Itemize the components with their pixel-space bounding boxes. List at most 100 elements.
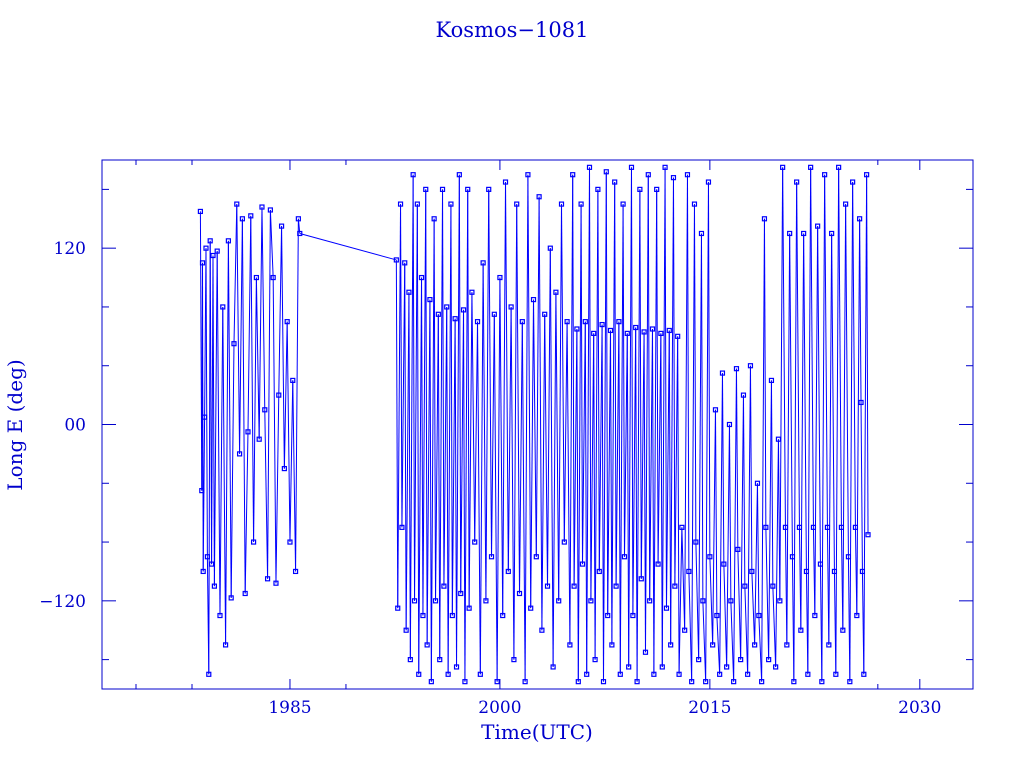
data-point (530, 296, 537, 303)
series-segment (435, 314, 439, 601)
data-point (787, 230, 793, 237)
series-segment (458, 174, 462, 594)
data-point (815, 223, 821, 229)
data-point (201, 414, 208, 420)
data-series (197, 164, 871, 685)
data-point (845, 554, 852, 560)
data-point (402, 260, 408, 266)
series-segment (213, 251, 218, 587)
series-segment (656, 189, 659, 565)
data-point (749, 568, 755, 575)
series-segment (622, 204, 625, 557)
series-segment (744, 586, 749, 675)
data-point (647, 598, 653, 604)
series-segment (660, 333, 663, 667)
data-point (207, 238, 213, 244)
series-segment (401, 262, 406, 528)
data-point (435, 311, 441, 317)
data-point (582, 319, 588, 325)
series-segment (395, 259, 399, 609)
series-segment (409, 174, 414, 660)
series-segment (712, 409, 716, 645)
data-point (505, 568, 511, 575)
data-point (539, 627, 545, 633)
series-segment (233, 204, 238, 344)
series-segment (789, 233, 793, 557)
data-point (676, 671, 682, 677)
data-point (234, 201, 240, 207)
data-point (571, 583, 577, 589)
data-point (393, 257, 399, 263)
data-point (642, 649, 649, 655)
data-point (847, 679, 853, 685)
series-segment (635, 327, 638, 682)
y-axis-label: Long E (deg) (3, 359, 27, 490)
series-segment (416, 204, 420, 675)
series-segment (267, 209, 271, 579)
data-point (231, 341, 237, 347)
data-point (452, 316, 458, 322)
data-point (236, 451, 243, 457)
series-segment (644, 174, 649, 653)
data-point (253, 274, 259, 281)
y-tick-label: 120 (54, 239, 86, 259)
data-point (651, 671, 657, 677)
data-point (691, 201, 698, 207)
series-segment (482, 262, 487, 601)
data-point (407, 657, 413, 663)
data-point (784, 642, 790, 648)
data-point (508, 304, 514, 310)
series-segment (609, 330, 613, 645)
series-segment (651, 328, 655, 675)
series-segment (639, 189, 642, 579)
data-point (628, 164, 635, 170)
series-segment (225, 240, 229, 645)
series-segment (446, 306, 449, 675)
data-point (211, 583, 217, 589)
data-point (591, 330, 597, 336)
series-segment (678, 527, 683, 675)
data-point (203, 245, 209, 251)
data-point (698, 230, 705, 237)
series-segment (615, 321, 620, 587)
series-segment (693, 204, 697, 543)
series-segment (590, 333, 595, 601)
series-segment (555, 292, 560, 601)
data-point (570, 172, 576, 178)
series-segment (507, 306, 512, 572)
data-point (595, 186, 601, 192)
series-segment (513, 204, 518, 660)
data-point (522, 679, 528, 685)
series-segment (561, 204, 565, 543)
series-segment (442, 189, 445, 587)
x-tick-label: 2000 (478, 698, 521, 718)
series-segment (860, 402, 863, 572)
data-point (497, 274, 503, 281)
series-segment (541, 314, 546, 631)
data-point (281, 465, 287, 472)
data-point (829, 230, 835, 237)
data-point (801, 230, 807, 237)
data-point (460, 307, 467, 313)
series-segment (586, 167, 590, 675)
series-segment (292, 380, 297, 572)
series-segment (454, 318, 458, 667)
series-segment (468, 292, 473, 609)
data-point (659, 664, 665, 670)
data-point (624, 330, 630, 336)
data-point (547, 245, 553, 251)
data-point (759, 679, 765, 685)
data-point (259, 204, 265, 210)
chart-title: Kosmos−1081 (436, 18, 589, 42)
series-segment (527, 174, 532, 609)
series-segment (821, 174, 826, 682)
series-segment (299, 232, 397, 261)
series-segment (479, 262, 484, 675)
series-segment (430, 218, 435, 682)
series-segment (674, 336, 679, 587)
series-segment (477, 321, 481, 675)
series-segment (405, 292, 410, 631)
series-segment (426, 299, 431, 645)
data-point (712, 407, 719, 413)
data-point (474, 319, 481, 325)
